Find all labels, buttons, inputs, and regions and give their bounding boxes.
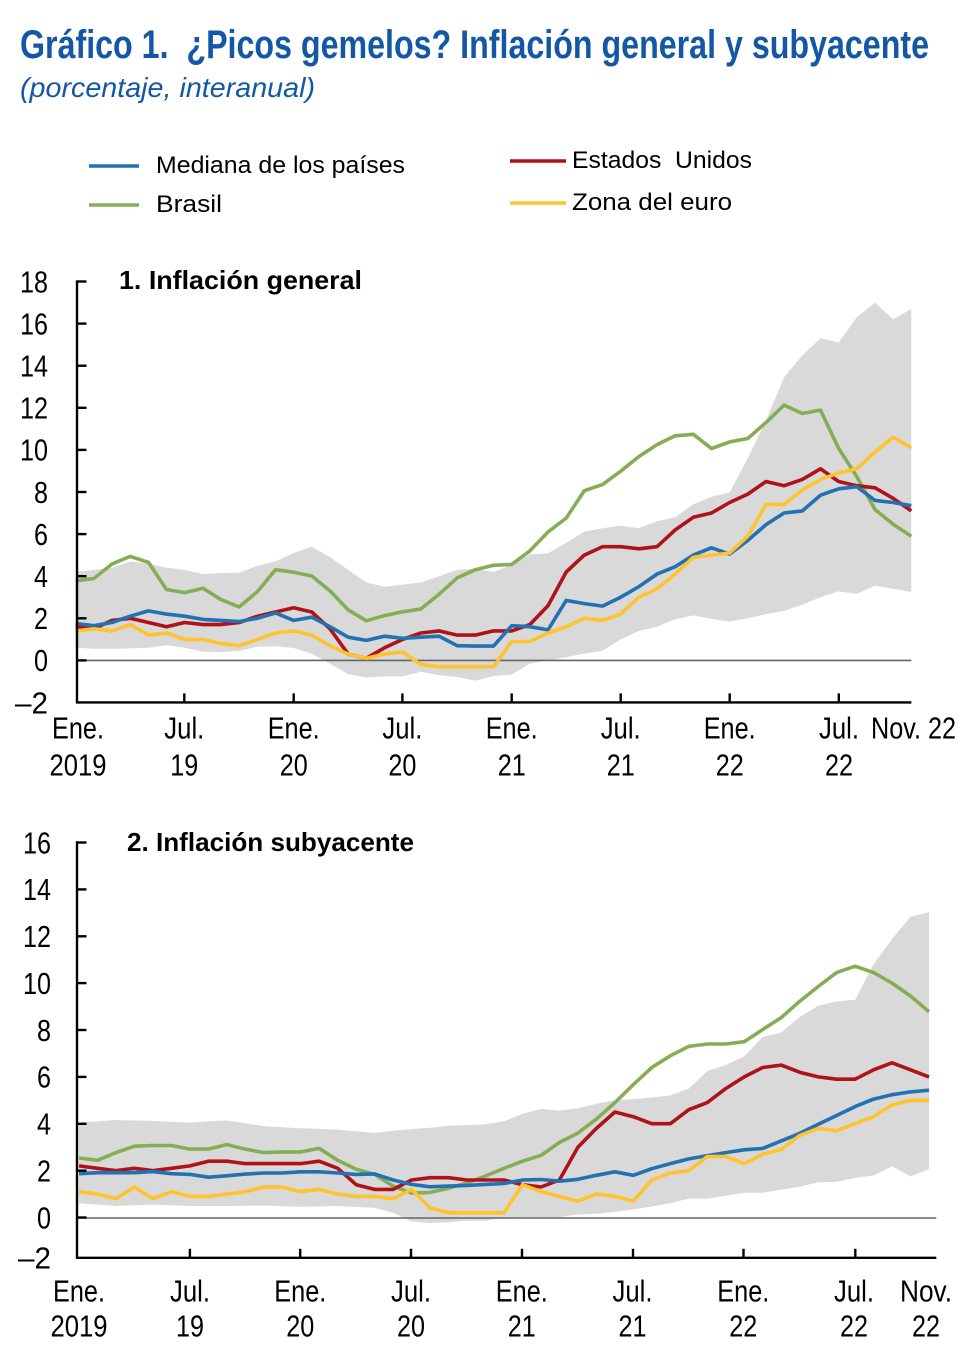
svg-text:19: 19 xyxy=(176,1309,204,1344)
svg-text:1. Inflación general: 1. Inflación general xyxy=(119,265,362,295)
svg-text:Jul.: Jul. xyxy=(834,1274,874,1309)
svg-text:(porcentaje, interanual): (porcentaje, interanual) xyxy=(20,72,315,103)
svg-text:Ene.: Ene. xyxy=(704,711,756,746)
svg-text:14: 14 xyxy=(23,872,51,907)
svg-text:12: 12 xyxy=(20,391,48,426)
svg-text:Estados Unidos: Estados Unidos xyxy=(572,147,752,174)
svg-text:Brasil: Brasil xyxy=(156,191,222,218)
svg-text:22: 22 xyxy=(825,748,853,783)
svg-text:2: 2 xyxy=(37,1154,51,1189)
svg-text:Jul.: Jul. xyxy=(382,711,422,746)
svg-text:Nov.: Nov. xyxy=(900,1274,952,1309)
svg-text:22: 22 xyxy=(729,1309,757,1344)
svg-text:4: 4 xyxy=(37,1107,51,1142)
svg-text:10: 10 xyxy=(23,966,51,1001)
svg-text:18: 18 xyxy=(20,264,48,299)
svg-text:2019: 2019 xyxy=(51,1309,108,1344)
svg-text:20: 20 xyxy=(388,748,416,783)
svg-text:Jul.: Jul. xyxy=(391,1274,431,1309)
svg-text:12: 12 xyxy=(23,919,51,954)
svg-text:Jul.: Jul. xyxy=(170,1274,210,1309)
svg-text:2019: 2019 xyxy=(50,748,107,783)
svg-text:Jul.: Jul. xyxy=(601,711,641,746)
svg-text:6: 6 xyxy=(34,517,48,552)
svg-text:16: 16 xyxy=(23,825,51,860)
svg-text:8: 8 xyxy=(34,475,48,510)
svg-text:20: 20 xyxy=(286,1309,314,1344)
svg-text:Nov. 22: Nov. 22 xyxy=(871,711,956,746)
svg-text:2: 2 xyxy=(34,601,48,636)
svg-text:0: 0 xyxy=(34,643,48,678)
svg-text:19: 19 xyxy=(170,748,198,783)
svg-text:16: 16 xyxy=(20,306,48,341)
svg-text:21: 21 xyxy=(619,1309,647,1344)
svg-text:22: 22 xyxy=(840,1309,868,1344)
svg-text:6: 6 xyxy=(37,1060,51,1095)
svg-text:Ene.: Ene. xyxy=(268,711,320,746)
svg-text:22: 22 xyxy=(716,748,744,783)
svg-text:20: 20 xyxy=(397,1309,425,1344)
svg-text:Ene.: Ene. xyxy=(717,1274,769,1309)
svg-text:20: 20 xyxy=(280,748,308,783)
svg-text:4: 4 xyxy=(34,559,48,594)
svg-text:Gráfico 1. ¿Picos gemelos? In: Gráfico 1. ¿Picos gemelos? Inflación gen… xyxy=(20,23,929,67)
svg-text:Ene.: Ene. xyxy=(53,1274,105,1309)
svg-text:Mediana de los países: Mediana de los países xyxy=(156,152,405,179)
svg-text:Ene.: Ene. xyxy=(52,711,104,746)
svg-text:0: 0 xyxy=(37,1200,51,1235)
svg-text:Jul.: Jul. xyxy=(164,711,204,746)
svg-text:Ene.: Ene. xyxy=(496,1274,548,1309)
svg-text:Zona del euro: Zona del euro xyxy=(572,189,732,216)
svg-text:14: 14 xyxy=(20,349,48,384)
svg-text:22: 22 xyxy=(912,1309,940,1344)
svg-text:–2: –2 xyxy=(15,685,48,720)
svg-text:Jul.: Jul. xyxy=(819,711,859,746)
svg-text:2. Inflación subyacente: 2. Inflación subyacente xyxy=(127,827,414,857)
svg-text:8: 8 xyxy=(37,1013,51,1048)
svg-text:21: 21 xyxy=(508,1309,536,1344)
svg-text:21: 21 xyxy=(498,748,526,783)
svg-text:10: 10 xyxy=(20,433,48,468)
svg-text:–2: –2 xyxy=(18,1241,51,1276)
svg-text:Ene.: Ene. xyxy=(274,1274,326,1309)
svg-text:Jul.: Jul. xyxy=(613,1274,653,1309)
svg-text:Ene.: Ene. xyxy=(486,711,538,746)
svg-text:21: 21 xyxy=(607,748,635,783)
